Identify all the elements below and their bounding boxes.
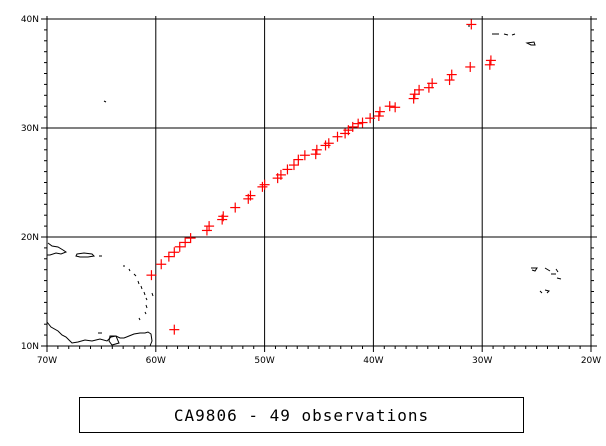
observation-marker xyxy=(484,59,495,70)
observation-marker xyxy=(332,131,343,142)
observation-marker xyxy=(408,93,419,104)
map-grid xyxy=(47,19,591,346)
lon-tick-label: 60W xyxy=(146,356,166,366)
observation-marker xyxy=(310,149,321,160)
observations xyxy=(146,19,496,335)
observation-marker xyxy=(275,169,286,180)
observation-marker xyxy=(204,221,215,232)
observation-marker xyxy=(357,117,368,128)
coastline-azores-central xyxy=(492,33,516,36)
observation-marker xyxy=(169,324,180,335)
map-border xyxy=(46,18,592,347)
coastline-barbados xyxy=(151,292,154,297)
observation-marker xyxy=(174,241,185,252)
caption-box: CA9806 - 49 observations xyxy=(79,397,524,433)
coastline-lesser-antilles xyxy=(123,265,148,321)
lon-tick-label: 50W xyxy=(254,356,274,366)
map-labels: 70W 60W 50W 40W 30W 20W 10N 20N 30N 40N xyxy=(21,15,601,366)
coastline-azores-east xyxy=(525,41,536,46)
lon-tick-label: 30W xyxy=(472,356,492,366)
observation-marker xyxy=(465,61,476,72)
observation-marker xyxy=(218,211,229,222)
map-frame xyxy=(46,18,592,347)
coastline-south-america xyxy=(46,321,153,347)
observation-marker xyxy=(257,181,268,192)
observation-marker xyxy=(353,118,364,129)
observation-marker xyxy=(185,233,196,244)
observation-marker xyxy=(374,106,385,117)
observation-marker xyxy=(347,121,358,132)
observation-marker xyxy=(390,102,401,113)
lon-tick-label: 20W xyxy=(581,356,601,366)
coastline-canaries xyxy=(531,267,562,294)
lat-tick-label: 20N xyxy=(21,233,39,243)
observation-marker xyxy=(311,144,322,155)
observation-marker xyxy=(444,75,455,86)
observation-marker xyxy=(293,154,304,165)
observation-marker xyxy=(230,202,241,213)
observation-marker xyxy=(384,101,395,112)
observation-marker xyxy=(299,150,310,161)
observation-marker xyxy=(146,270,157,281)
observation-marker xyxy=(282,164,293,175)
observation-marker xyxy=(414,84,425,95)
observation-marker xyxy=(180,237,191,248)
observation-marker xyxy=(201,225,212,236)
observation-marker xyxy=(409,89,420,100)
observation-marker xyxy=(466,19,477,30)
observation-marker xyxy=(169,247,180,258)
lon-tick-label: 70W xyxy=(37,356,57,366)
observation-marker xyxy=(446,69,457,80)
coastline-bermuda xyxy=(103,100,107,103)
coastline-caribbean xyxy=(47,242,68,256)
lat-tick-label: 10N xyxy=(21,342,39,352)
observation-marker xyxy=(288,160,299,171)
lon-tick-label: 40W xyxy=(363,356,383,366)
coastline-trinidad xyxy=(108,335,120,346)
observation-marker xyxy=(259,179,270,190)
coastline-puerto-rico xyxy=(75,252,96,258)
observation-marker xyxy=(156,259,167,270)
observation-marker xyxy=(323,138,334,149)
lat-tick-label: 30N xyxy=(21,124,39,134)
coastlines xyxy=(46,25,562,347)
caption-text: CA9806 - 49 observations xyxy=(173,405,430,425)
observation-marker xyxy=(365,113,376,124)
observation-marker xyxy=(485,55,496,66)
observation-marker xyxy=(427,78,438,89)
observation-marker xyxy=(373,111,384,122)
lat-tick-label: 40N xyxy=(21,15,39,25)
observation-marker xyxy=(163,251,174,262)
observation-marker xyxy=(245,190,256,201)
map-ticks xyxy=(41,16,597,352)
